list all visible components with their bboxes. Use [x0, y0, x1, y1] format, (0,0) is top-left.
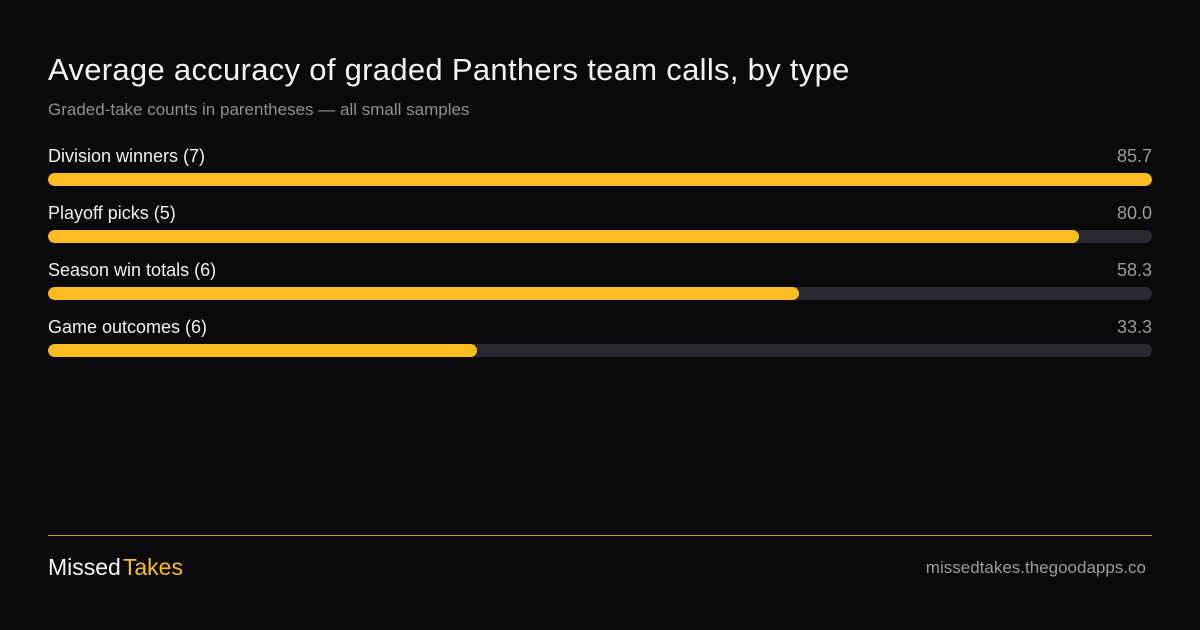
footer-divider [48, 535, 1152, 536]
bar-track [48, 344, 1152, 357]
bar-fill [48, 287, 800, 300]
bar-chart: Division winners (7) 85.7 Playoff picks (5… [48, 143, 1152, 371]
bar-fill [48, 230, 1079, 243]
bar-track [48, 230, 1152, 243]
category-label: Game outcomes (6) [48, 317, 208, 337]
bar-fill [48, 173, 1152, 186]
site-url: missedtakes.thegoodapps.co [925, 558, 1146, 577]
bar-track [48, 287, 1152, 300]
brand-text-missed: Missed [48, 554, 121, 580]
category-label: Season win totals (6) [48, 260, 217, 280]
bar-row: Game outcomes (6) 33.3 [48, 314, 1152, 371]
brand-logo: MissedTakes [48, 553, 183, 581]
chart-subtitle: Graded-take counts in parentheses — all … [48, 100, 470, 119]
value-label: 33.3 [1116, 317, 1152, 337]
bar-fill [48, 344, 477, 357]
category-label: Playoff picks (5) [48, 203, 176, 223]
value-label: 85.7 [1116, 146, 1152, 166]
bar-track [48, 173, 1152, 186]
bar-row: Division winners (7) 85.7 [48, 143, 1152, 200]
value-label: 58.3 [1116, 260, 1152, 280]
brand-text-takes: Takes [122, 554, 183, 580]
bar-row: Season win totals (6) 58.3 [48, 257, 1152, 314]
category-label: Division winners (7) [48, 146, 206, 166]
bar-row: Playoff picks (5) 80.0 [48, 200, 1152, 257]
value-label: 80.0 [1116, 203, 1152, 223]
chart-title: Average accuracy of graded Panthers team… [48, 52, 850, 87]
